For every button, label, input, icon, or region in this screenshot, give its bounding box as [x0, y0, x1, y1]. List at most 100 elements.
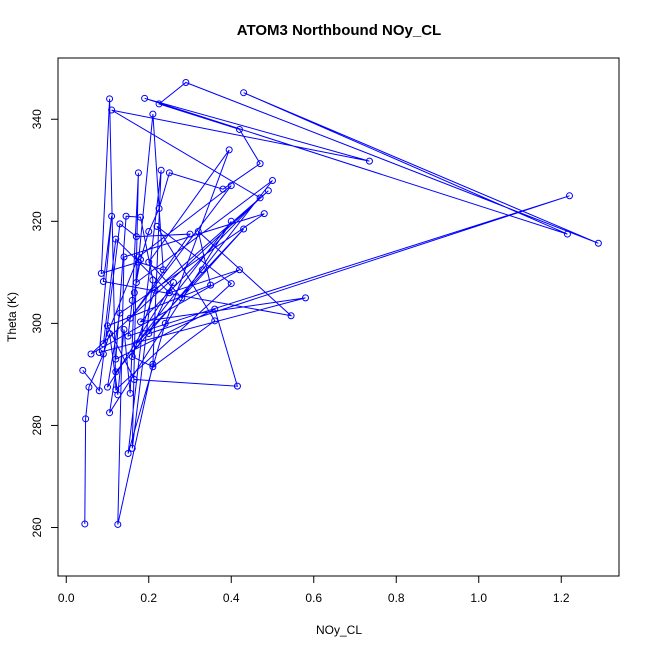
data-point [302, 294, 309, 302]
data-point [87, 350, 95, 358]
x-axis: 0.0 0.2 0.4 0.6 0.8 1.0 1.2 [58, 575, 570, 605]
data-point [165, 169, 173, 177]
data-point [227, 280, 235, 288]
series-points [79, 78, 602, 528]
data-point [82, 415, 90, 423]
data-point [145, 330, 153, 338]
chart-title: ATOM3 Northbound NOy_CL [237, 22, 441, 39]
x-tick-label: 0.4 [223, 591, 240, 605]
data-point [149, 276, 157, 284]
data-point [233, 382, 241, 390]
data-point [260, 210, 268, 218]
y-axis: 260 280 300 320 340 [30, 109, 59, 538]
data-point [159, 266, 167, 274]
x-tick-label: 0.8 [388, 591, 405, 605]
x-axis-label: NOy_CL [316, 623, 362, 637]
data-point [194, 228, 202, 236]
data-point [132, 233, 140, 241]
data-point [128, 296, 136, 304]
data-point [126, 389, 134, 397]
data-point [97, 269, 105, 277]
data-point [114, 520, 122, 528]
data-point [134, 253, 142, 261]
x-tick-label: 1.2 [553, 591, 570, 605]
data-point [153, 222, 161, 230]
data-point [287, 312, 295, 320]
x-tick-label: 0.0 [58, 591, 75, 605]
data-point [225, 146, 233, 154]
data-point [108, 212, 116, 220]
data-point [99, 340, 107, 348]
data-point [132, 340, 140, 348]
data-point [124, 332, 132, 340]
data-point [155, 205, 163, 213]
data-point [137, 213, 144, 221]
data-point [128, 444, 136, 452]
plot-frame [57, 57, 620, 577]
data-point [130, 376, 138, 384]
data-point [207, 281, 215, 289]
data-point [95, 348, 103, 356]
data-point [141, 94, 149, 102]
data-point [95, 387, 103, 395]
data-point [178, 294, 186, 302]
x-tick-label: 0.2 [140, 591, 157, 605]
data-point [112, 355, 120, 363]
data-point [120, 326, 128, 334]
data-point [155, 100, 163, 108]
data-point [149, 110, 157, 118]
data-point [120, 253, 128, 261]
data-point [130, 289, 138, 297]
data-point [145, 258, 153, 266]
data-point [104, 383, 111, 391]
y-tick-label: 300 [30, 313, 44, 333]
data-point [256, 194, 264, 202]
data-point [126, 314, 134, 322]
data-point [219, 185, 227, 193]
y-tick-label: 280 [30, 415, 44, 435]
data-point [240, 89, 248, 97]
data-point [106, 95, 114, 103]
data-point [116, 220, 124, 228]
data-point [112, 386, 120, 394]
data-point [211, 317, 219, 325]
y-tick-label: 260 [30, 517, 44, 537]
data-point [106, 409, 114, 417]
data-point [594, 239, 602, 247]
data-point [240, 225, 248, 233]
data-point [198, 266, 206, 274]
data-point [170, 279, 177, 287]
data-point [116, 309, 124, 317]
data-point [227, 182, 235, 190]
data-point [128, 353, 136, 361]
data-point [122, 212, 130, 220]
data-point [149, 363, 157, 371]
data-point [256, 160, 264, 168]
data-point [264, 187, 272, 195]
data-point [182, 78, 190, 86]
data-point [112, 368, 120, 376]
data-point [81, 520, 89, 528]
data-point [134, 169, 142, 177]
x-tick-label: 1.0 [470, 591, 487, 605]
data-point [85, 383, 93, 391]
y-tick-label: 340 [30, 109, 44, 129]
y-axis-label: Theta (K) [5, 292, 19, 342]
data-point [186, 230, 194, 238]
data-point [124, 450, 132, 458]
series-line [82, 81, 599, 525]
data-point [236, 266, 243, 274]
data-point [99, 350, 107, 358]
data-point [269, 176, 276, 184]
data-point [149, 360, 157, 368]
data-point [211, 305, 219, 313]
series-lines [82, 81, 599, 525]
data-point [566, 192, 573, 200]
data-point [79, 366, 87, 374]
data-point [151, 286, 159, 294]
data-point [99, 278, 107, 286]
data-point [563, 230, 571, 238]
data-point [157, 166, 165, 174]
data-point [137, 318, 144, 326]
